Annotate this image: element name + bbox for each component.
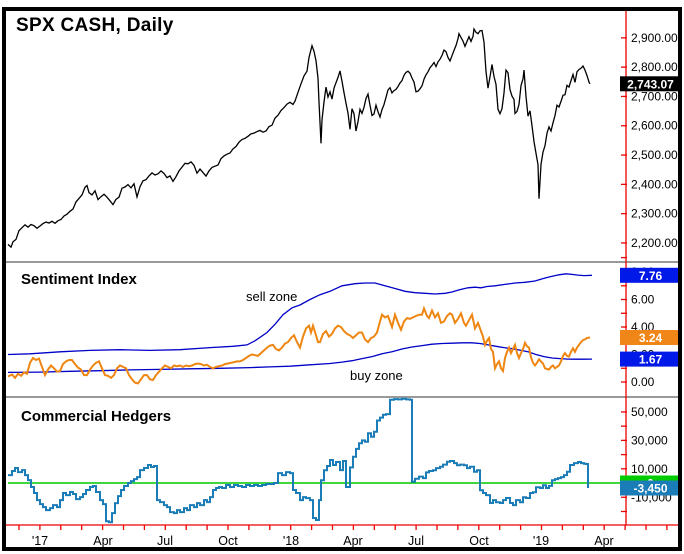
sell-zone-annotation: sell zone (246, 289, 298, 304)
y-tick-label: 50,000 (631, 405, 668, 419)
sentiment-panel-title: Sentiment Index (21, 271, 137, 288)
commercial-hedgers-line (8, 397, 589, 524)
spx-price-line (7, 27, 591, 249)
y-tick-label: 6.00 (631, 293, 655, 307)
x-tick-label: Apr (594, 534, 613, 548)
y-tick-label: 10,000 (631, 462, 668, 476)
y-tick-label: 2,400.00 (631, 177, 678, 191)
axis-value-badge-text: 2,743.07 (627, 77, 674, 91)
x-tick-label: Jul (157, 534, 173, 548)
y-tick-label: 2,800.00 (631, 60, 678, 74)
axis-value-badge (620, 330, 681, 345)
axis-value-badge (620, 267, 681, 283)
hedgers-panel-title: Commercial Hedgers (21, 408, 172, 425)
axis-value-badge (620, 76, 681, 92)
axis-value-badge (620, 351, 681, 367)
y-tick-label: 2,300.00 (631, 207, 678, 221)
axis-value-badge-text: -3,450 (633, 481, 667, 495)
x-tick-label: '17 (32, 534, 48, 548)
y-tick-label: 2,600.00 (631, 119, 678, 133)
y-tick-label: 2,200.00 (631, 236, 678, 250)
axis-value-badge-text: 3.24 (639, 331, 663, 345)
y-tick-label: 2,700.00 (631, 89, 678, 103)
x-tick-label: Oct (469, 534, 489, 548)
y-tick-label: 0.00 (631, 375, 655, 389)
sentiment-index-line (7, 305, 591, 385)
axis-value-badge (620, 480, 681, 496)
y-tick-label: 30,000 (631, 433, 668, 447)
y-tick-label: 2,500.00 (631, 148, 678, 162)
x-tick-label: '19 (533, 534, 549, 548)
x-tick-label: Apr (93, 534, 112, 548)
sell-band-line (7, 273, 593, 356)
x-tick-label: Jul (408, 534, 424, 548)
axis-value-badge-text: 1.67 (639, 353, 663, 367)
x-tick-label: Apr (343, 534, 362, 548)
buy-zone-annotation: buy zone (350, 368, 403, 383)
page-title: SPX CASH, Daily (16, 15, 174, 36)
x-tick-label: Oct (218, 534, 238, 548)
x-tick-label: '18 (283, 534, 299, 548)
y-tick-label: 2,900.00 (631, 31, 678, 45)
axis-value-badge-text: 7.76 (639, 269, 663, 283)
